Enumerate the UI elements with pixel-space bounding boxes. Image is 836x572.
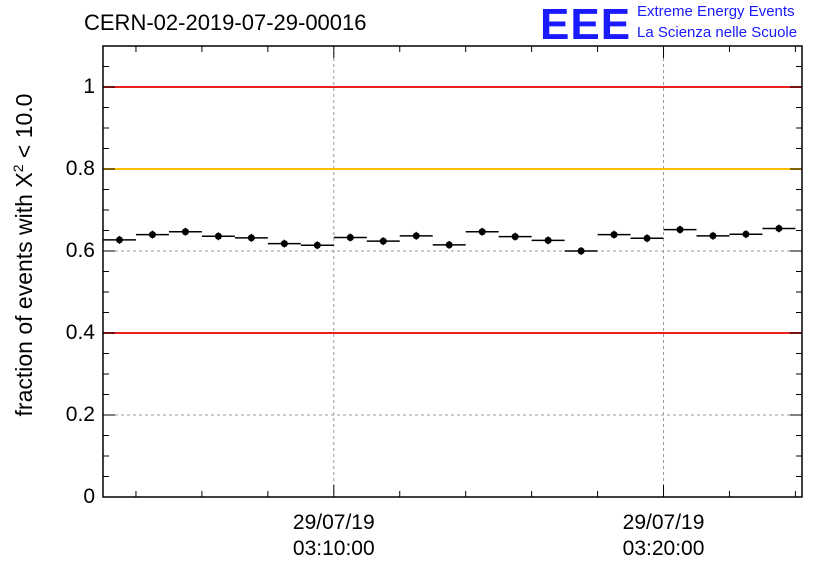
y-tick-label: 0.2 [65, 403, 95, 426]
plot-border [102, 45, 803, 498]
data-point [742, 230, 750, 238]
x-tick-date: 29/07/19 [292, 511, 375, 534]
y-axis-label-suffix: < 10.0 [10, 93, 37, 165]
data-point [577, 247, 585, 255]
x-tick-time: 03:10:00 [292, 537, 375, 560]
data-point [445, 241, 453, 249]
data-point [676, 226, 684, 234]
y-tick-label: 0.8 [65, 157, 95, 180]
y-axis-label-sup: 2 [10, 164, 27, 173]
x-tick-label: 29/07/19 03:10:00 [293, 510, 375, 562]
axis-ticks [103, 45, 802, 498]
data-point [775, 224, 783, 232]
data-point [148, 231, 156, 239]
logo-line-1: Extreme Energy Events [637, 3, 795, 20]
data-point [280, 240, 288, 248]
chart-title: CERN-02-2019-07-29-00016 [84, 10, 367, 35]
y-tick-label: 0.4 [65, 321, 95, 344]
data-point [115, 236, 123, 244]
x-tick-label: 29/07/19 03:20:00 [623, 510, 705, 562]
reference-lines [103, 86, 802, 334]
data-point [346, 233, 354, 241]
x-tick-time: 03:20:00 [622, 537, 705, 560]
y-tick-label: 1 [83, 75, 95, 98]
data-point [181, 228, 189, 236]
y-axis-label: fraction of events with X2 < 10.0 [10, 94, 38, 417]
x-tick-date: 29/07/19 [622, 511, 705, 534]
data-point [379, 237, 387, 245]
y-axis-label-prefix: fraction of events with [10, 187, 37, 417]
plot-frame [102, 45, 803, 498]
logo-mark: EEE [540, 0, 632, 49]
data-point [478, 228, 486, 236]
data-point [643, 234, 651, 242]
data-point [544, 236, 552, 244]
y-tick-label: 0.6 [65, 239, 95, 262]
data-point [412, 232, 420, 240]
data-point [313, 241, 321, 249]
y-axis-label-symbol: X [10, 172, 37, 188]
data-point [214, 232, 222, 240]
grid-lines [103, 46, 802, 497]
y-tick-label: 0 [83, 485, 95, 508]
data-points [103, 224, 796, 255]
data-point [709, 232, 717, 240]
logo-line-2: La Scienza nelle Scuole [637, 24, 798, 41]
data-point [610, 231, 618, 239]
data-point [511, 233, 519, 241]
eee-logo: EEE Extreme Energy Events La Scienza nel… [540, 0, 830, 49]
data-point [247, 234, 255, 242]
